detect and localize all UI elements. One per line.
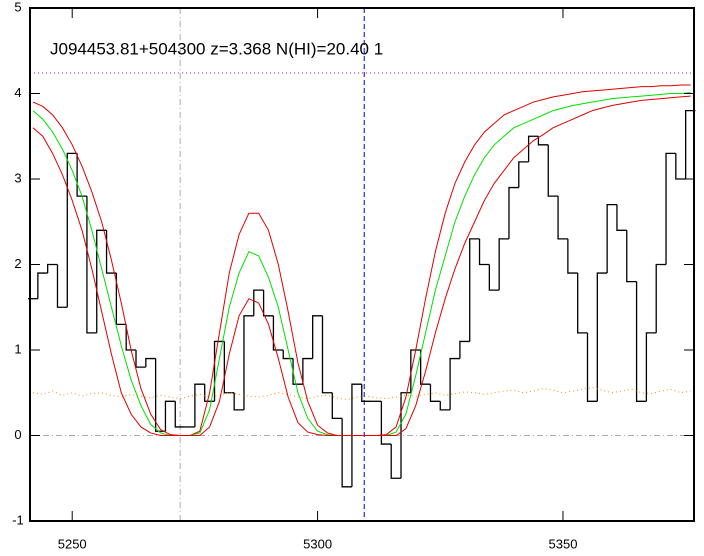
model [32,92,691,436]
flux-step [685,109,696,179]
flux-step [135,350,146,368]
model-lower [32,95,691,436]
flux-step [243,315,254,410]
y-tick-label: 3 [14,170,21,185]
flux-step [86,196,97,334]
flux-step [194,383,205,427]
flux-step [145,357,156,368]
flux-step [154,358,166,432]
flux-step [223,341,235,394]
flux-step [419,350,431,385]
y-tick-label: 4 [14,85,21,100]
flux-step [380,401,392,445]
flux-step [47,263,58,274]
flux-step [390,444,402,479]
flux-step [400,392,411,479]
flux-step [272,315,284,351]
flux-step [586,332,598,402]
flux-step [488,264,500,291]
flux-step [469,238,480,342]
flux-step [56,264,68,308]
x-tick-label: 5300 [303,536,332,551]
flux-step [518,161,529,188]
y-tick-label: 1 [14,341,21,356]
flux-step [321,315,333,394]
flux-step [665,152,676,265]
y-tick-label: 5 [14,0,21,14]
flux-step [262,290,274,317]
flux-step [213,340,225,402]
flux-step [537,136,549,146]
x-tick-label: 5250 [58,536,87,551]
flux-step [125,324,137,351]
flux-step [508,186,519,239]
flux-step [626,230,637,283]
flux-step [557,196,568,240]
flux-step [410,349,421,393]
flux-step [635,281,647,402]
flux-step [351,383,362,487]
flux-step [675,153,686,180]
flux-step [478,238,490,266]
y-tick-label: 0 [14,427,21,442]
flux-step [37,272,48,299]
flux-step [115,273,127,325]
y-tick-label: -1 [12,512,24,527]
flux-step [292,358,303,385]
flux-step [616,204,627,231]
flux-step [233,392,244,411]
flux-step [341,418,352,488]
flux-step [606,204,617,274]
y-tick-label: 2 [14,256,21,271]
flux-step [577,273,588,334]
flux-step [596,272,608,402]
flux-step [567,238,578,274]
flux-step [498,238,509,291]
flux-step [331,392,343,420]
x-tick-label: 5350 [549,536,578,551]
flux-step [449,357,460,410]
flux-step [174,401,186,428]
flux-step [253,289,264,316]
flux-step [361,384,372,402]
flux-step [429,384,441,402]
flux-step [312,315,323,359]
model-upper [32,84,691,436]
plot-frame [29,7,695,522]
flux-step [302,357,313,385]
chart-title: J094453.81+504300 z=3.368 N(HI)=20.40 1 [50,39,383,58]
flux-step [547,144,559,197]
flux-step [105,230,117,274]
flux-step [655,263,667,333]
flux-step [164,400,176,432]
flux-step [645,332,657,402]
flux-step [439,401,451,411]
flux-step [459,340,470,359]
flux-step [76,153,87,197]
error [32,387,691,401]
flux-step [96,229,107,333]
flux-step [66,152,78,308]
flux-step [527,135,539,162]
